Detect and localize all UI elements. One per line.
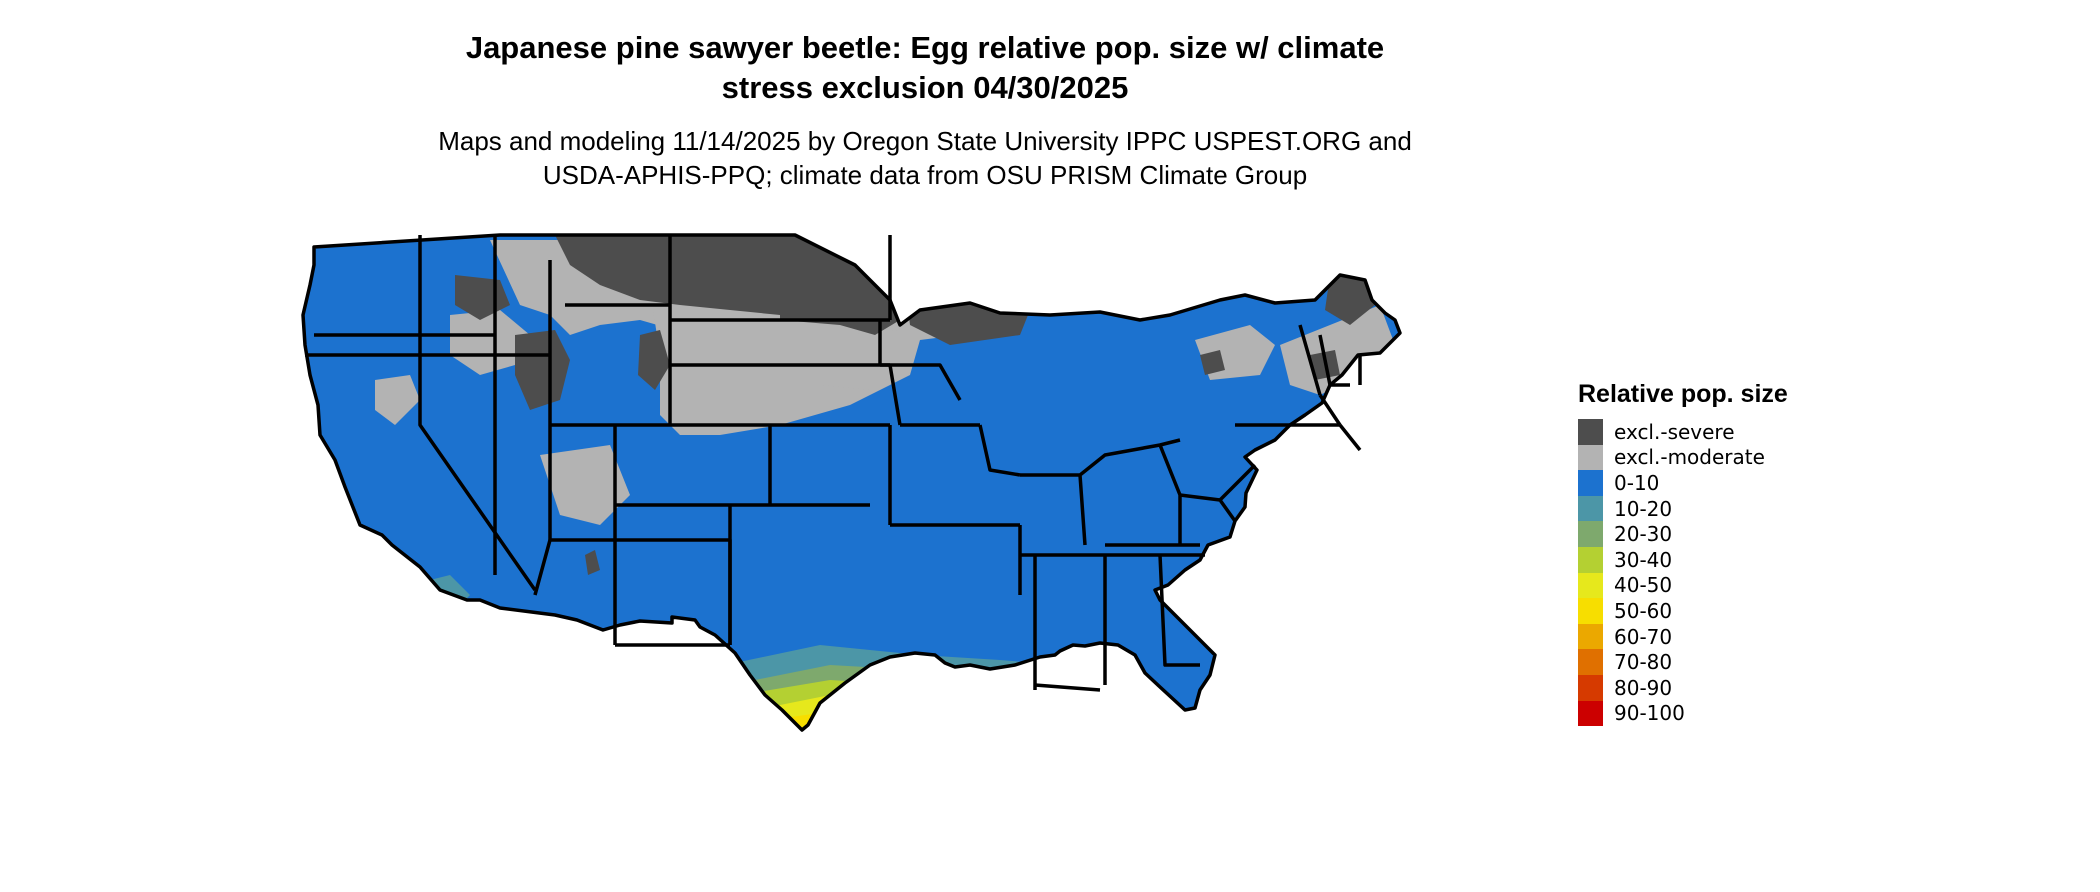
legend-swatch xyxy=(1578,649,1603,675)
legend-label: excl.-severe xyxy=(1614,419,1735,444)
legend-item: excl.-moderate xyxy=(1578,444,1788,471)
legend-swatch xyxy=(1578,674,1603,701)
legend-item: 60-70 xyxy=(1578,623,1788,650)
legend-item: 20-30 xyxy=(1578,521,1788,547)
legend-label: 40-50 xyxy=(1614,573,1673,598)
legend-label: 20-30 xyxy=(1614,522,1673,547)
legend-item: 0-10 xyxy=(1578,470,1788,496)
legend-title: Relative pop. size xyxy=(1578,380,1788,408)
map-legend: Relative pop. size excl.-severe excl.-mod… xyxy=(1578,380,1788,727)
legend-swatch xyxy=(1578,598,1603,624)
legend-swatch xyxy=(1578,419,1603,445)
legend-item: 10-20 xyxy=(1578,495,1788,522)
legend-swatch xyxy=(1578,470,1603,496)
legend-swatch xyxy=(1578,444,1603,471)
legend-label: 60-70 xyxy=(1614,624,1673,649)
map-subtitle-line-1: Maps and modeling 11/14/2025 by Oregon S… xyxy=(438,126,1412,156)
legend-swatch xyxy=(1578,700,1603,727)
legend-swatch xyxy=(1578,546,1603,573)
legend-label: excl.-moderate xyxy=(1614,445,1765,470)
legend-label: 10-20 xyxy=(1614,496,1673,521)
legend-item: 40-50 xyxy=(1578,572,1788,599)
legend-item: 70-80 xyxy=(1578,649,1788,675)
legend-label: 50-60 xyxy=(1614,598,1673,623)
legend-swatch xyxy=(1578,521,1603,547)
legend-swatch xyxy=(1578,572,1603,599)
legend-item: 80-90 xyxy=(1578,674,1788,701)
legend-item: excl.-severe xyxy=(1578,419,1788,445)
legend-swatch xyxy=(1578,495,1603,522)
legend-item: 30-40 xyxy=(1578,546,1788,573)
legend-label: 90-100 xyxy=(1614,701,1685,726)
legend-item: 90-100 xyxy=(1578,700,1788,727)
map-subtitle-line-2: USDA-APHIS-PPQ; climate data from OSU PR… xyxy=(542,160,1308,190)
legend-swatch xyxy=(1578,623,1603,650)
legend-label: 80-90 xyxy=(1614,675,1673,700)
us-map xyxy=(301,233,1402,732)
map-title: Japanese pine sawyer beetle: Egg relativ… xyxy=(0,28,1850,108)
legend-items: excl.-severe excl.-moderate 0-10 10-20 20-30… xyxy=(1578,419,1788,727)
map-title-line-1: Japanese pine sawyer beetle: Egg relativ… xyxy=(465,30,1385,65)
map-title-line-2: stress exclusion 04/30/2025 xyxy=(721,70,1129,105)
state-borders xyxy=(301,233,1402,732)
legend-label: 30-40 xyxy=(1614,547,1673,572)
legend-label: 0-10 xyxy=(1614,470,1660,495)
legend-label: 70-80 xyxy=(1614,650,1673,675)
map-subtitle: Maps and modeling 11/14/2025 by Oregon S… xyxy=(0,124,1850,192)
legend-item: 50-60 xyxy=(1578,598,1788,624)
